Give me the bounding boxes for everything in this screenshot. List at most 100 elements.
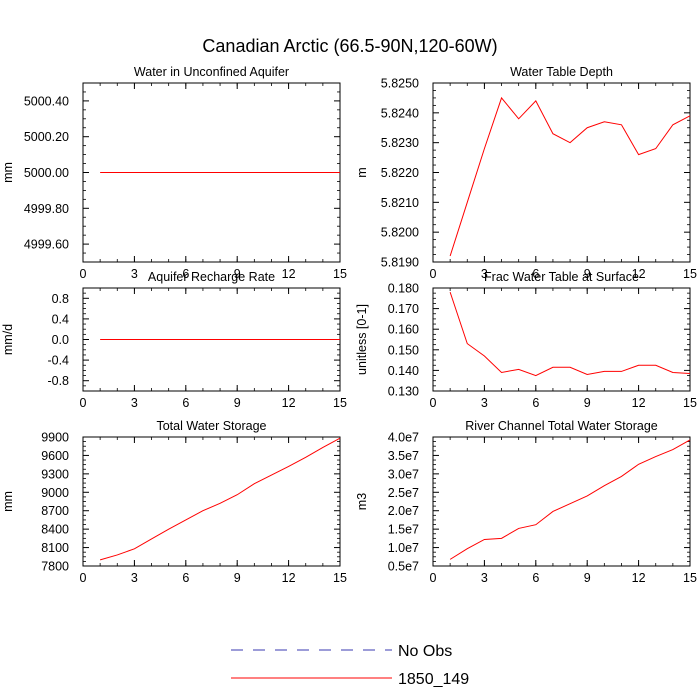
panel-title: Aquifer Recharge Rate [148, 270, 275, 284]
y-tick-label: 5000.20 [24, 130, 69, 144]
x-tick-label: 3 [481, 571, 488, 585]
panel-title: Water Table Depth [510, 65, 613, 79]
x-tick-label: 12 [282, 267, 296, 281]
x-tick-label: 15 [683, 396, 697, 410]
y-tick-label: 1.0e7 [388, 541, 419, 555]
series-line-1850-149 [99, 437, 341, 561]
x-tick-label: 3 [131, 267, 138, 281]
x-tick-label: 6 [532, 396, 539, 410]
y-tick-label: 3.0e7 [388, 467, 419, 481]
y-tick-label: -0.4 [47, 354, 69, 368]
y-tick-label: 8100 [41, 541, 69, 555]
y-tick-label: 0.8 [52, 292, 69, 306]
x-tick-label: 12 [282, 571, 296, 585]
y-tick-label: 5.8210 [381, 196, 419, 210]
x-tick-label: 9 [234, 267, 241, 281]
plot-frame [82, 436, 341, 567]
y-tick-label: 0.180 [388, 282, 419, 296]
panel-title: Total Water Storage [156, 419, 266, 433]
y-tick-label: 2.5e7 [388, 486, 419, 500]
x-tick-label: 15 [683, 571, 697, 585]
panel-6: River Channel Total Water Storage 0 3 6 9 12 1… [355, 419, 697, 585]
y-tick-label: 1.5e7 [388, 523, 419, 537]
x-tick-label: 6 [182, 396, 189, 410]
y-tick-label: 5.8200 [381, 226, 419, 240]
x-tick-label: 3 [131, 571, 138, 585]
figure-title: Canadian Arctic (66.5-90N,120-60W) [202, 36, 497, 56]
x-tick-label: 9 [234, 396, 241, 410]
x-tick-label: 0 [80, 267, 87, 281]
panel-title: Water in Unconfined Aquifer [134, 65, 289, 79]
series-line-1850-149 [449, 291, 691, 377]
x-tick-label: 9 [584, 571, 591, 585]
y-tick-label: 5.8230 [381, 136, 419, 150]
panel-title: River Channel Total Water Storage [465, 419, 658, 433]
panel-3: Aquifer Recharge Rate 0 3 6 9 12 15 -0.8 -0.4 0.0… [1, 270, 347, 410]
panel-title: Frac Water Table at Surface [484, 270, 639, 284]
panels: Water in Unconfined Aquifer 0 3 6 9 12 15 4999.… [1, 65, 697, 585]
y-axis-label: m3 [355, 493, 369, 510]
x-tick-label: 0 [430, 396, 437, 410]
y-axis-label: mm/d [1, 324, 15, 355]
y-tick-label: 0.140 [388, 364, 419, 378]
y-tick-label: 5.8220 [381, 166, 419, 180]
panel-5: Total Water Storage 0 3 6 9 12 15 7800 8100 8400 8… [1, 419, 347, 585]
x-tick-label: 3 [481, 396, 488, 410]
y-tick-label: 0.130 [388, 385, 419, 399]
y-tick-label: 0.4 [52, 312, 69, 326]
y-tick-label: 5000.00 [24, 166, 69, 180]
x-tick-label: 3 [131, 396, 138, 410]
y-tick-label: -0.8 [47, 374, 69, 388]
y-tick-label: 5.8250 [381, 77, 419, 91]
y-tick-label: 0.0 [52, 333, 69, 347]
y-tick-label: 9300 [41, 467, 69, 481]
x-tick-label: 3 [481, 267, 488, 281]
y-tick-label: 4999.60 [24, 238, 69, 252]
x-tick-label: 15 [333, 571, 347, 585]
y-tick-label: 8400 [41, 523, 69, 537]
y-axis-label: mm [1, 491, 15, 512]
x-tick-label: 12 [632, 396, 646, 410]
y-tick-label: 5.8190 [381, 256, 419, 270]
y-tick-label: 8700 [41, 504, 69, 518]
y-tick-label: 9600 [41, 449, 69, 463]
x-tick-label: 15 [683, 267, 697, 281]
y-tick-label: 5.8240 [381, 106, 419, 120]
panel-4: Frac Water Table at Surface 0 3 6 9 12 15 0.130… [355, 270, 697, 410]
series-line-1850-149 [449, 439, 691, 560]
x-tick-label: 0 [80, 571, 87, 585]
y-tick-label: 4.0e7 [388, 431, 419, 445]
series-line-1850-149 [449, 96, 691, 257]
y-tick-label: 0.5e7 [388, 560, 419, 574]
y-axis-label: m [355, 167, 369, 177]
y-tick-label: 0.150 [388, 343, 419, 357]
y-axis-label: mm [1, 162, 15, 183]
y-axis-label: unitless [0-1] [355, 304, 369, 375]
legend-label-2: 1850_149 [398, 671, 469, 688]
legend: No Obs 1850_149 [231, 643, 469, 688]
x-tick-label: 0 [430, 267, 437, 281]
legend-label-1: No Obs [398, 643, 452, 660]
x-tick-label: 9 [234, 571, 241, 585]
panel-2: Water Table Depth 0 3 6 9 12 15 5.8190 5.8200 5.8… [355, 65, 697, 281]
plot-frame [432, 82, 691, 263]
y-tick-label: 0.160 [388, 323, 419, 337]
x-tick-label: 15 [333, 396, 347, 410]
x-tick-label: 6 [182, 571, 189, 585]
y-tick-label: 9900 [41, 431, 69, 445]
x-tick-label: 12 [282, 396, 296, 410]
y-tick-label: 3.5e7 [388, 449, 419, 463]
y-tick-label: 4999.80 [24, 202, 69, 216]
y-tick-label: 5000.40 [24, 94, 69, 108]
x-tick-label: 6 [532, 267, 539, 281]
x-tick-label: 6 [532, 571, 539, 585]
x-tick-label: 0 [80, 396, 87, 410]
x-tick-label: 15 [333, 267, 347, 281]
y-tick-label: 9000 [41, 486, 69, 500]
x-tick-label: 9 [584, 267, 591, 281]
x-tick-label: 12 [632, 267, 646, 281]
y-tick-label: 0.170 [388, 302, 419, 316]
plot-frame [432, 287, 691, 392]
y-tick-label: 2.0e7 [388, 504, 419, 518]
